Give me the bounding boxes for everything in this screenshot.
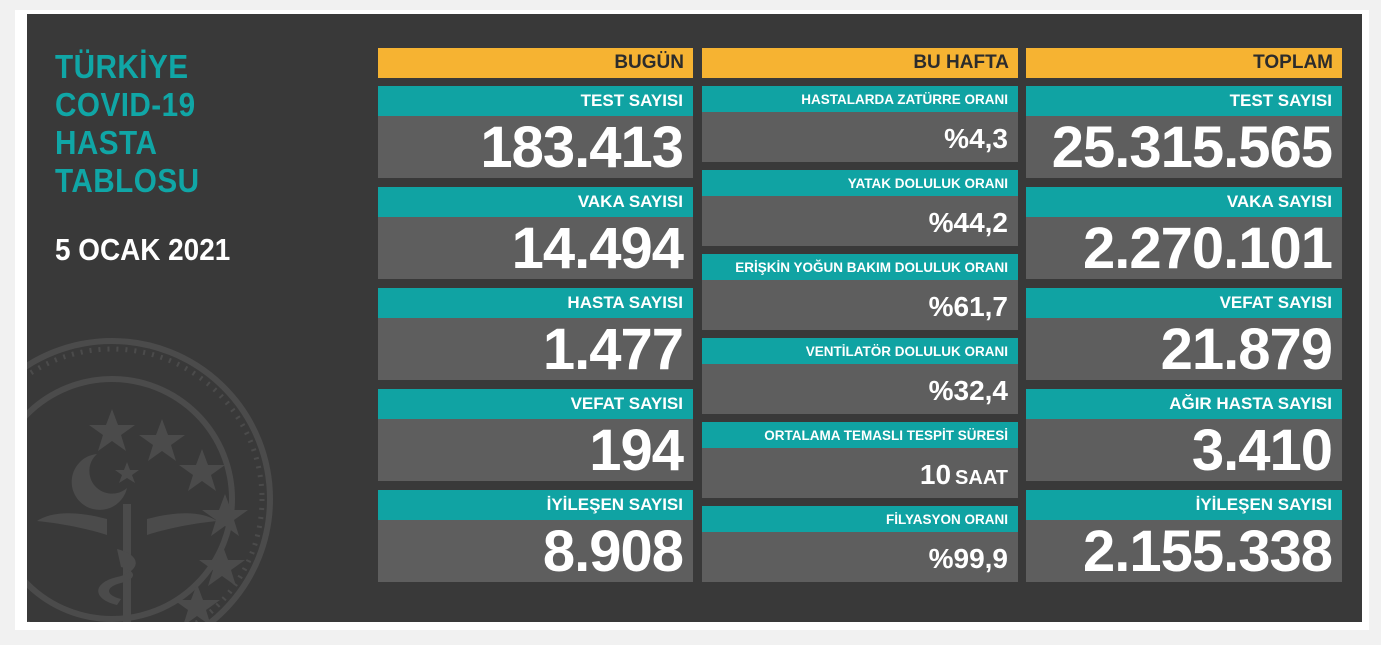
- week-contact-value: 10 SAAT: [702, 448, 1018, 498]
- week-pneumonia-number: %4,3: [944, 123, 1008, 154]
- total-case-value: 2.270.101: [1082, 216, 1333, 281]
- today-column: BUGÜN TEST SAYISI 183.413 VAKA SAYISI 14…: [378, 48, 693, 584]
- total-severe-value: 3.410: [1191, 418, 1333, 483]
- total-test-value: 25.315.565: [1051, 115, 1333, 180]
- week-contact-unit: SAAT: [955, 467, 1008, 489]
- week-bed-value: %44,2: [702, 196, 1018, 246]
- week-contact-label: ORTALAMA TEMASLI TESPİT SÜRESİ: [702, 422, 1018, 448]
- week-bed-number: %44,2: [928, 207, 1008, 238]
- today-death-card: VEFAT SAYISI 194: [378, 389, 693, 483]
- today-recovered-card: İYİLEŞEN SAYISI 8.908: [378, 490, 693, 584]
- today-header: BUGÜN: [378, 48, 693, 78]
- today-death-value: 194: [589, 418, 684, 483]
- total-test-card: TEST SAYISI 25.315.565: [1026, 86, 1342, 180]
- week-pneumonia-label: HASTALARDA ZATÜRRE ORANI: [702, 86, 1018, 112]
- week-icu-value: %61,7: [702, 280, 1018, 330]
- title-line: HASTA: [55, 124, 158, 161]
- total-death-value: 21.879: [1160, 317, 1333, 382]
- week-icu-card: ERİŞKİN YOĞUN BAKIM DOLULUK ORANI %61,7: [702, 254, 1018, 330]
- total-column: TOPLAM TEST SAYISI 25.315.565 VAKA SAYIS…: [1026, 48, 1342, 584]
- total-death-label: VEFAT SAYISI: [1026, 288, 1342, 318]
- week-header: BU HAFTA: [702, 48, 1018, 78]
- total-header: TOPLAM: [1026, 48, 1342, 78]
- week-icu-number: %61,7: [928, 291, 1008, 322]
- today-case-value: 14.494: [511, 216, 684, 281]
- week-filiation-label: FİLYASYON ORANI: [702, 506, 1018, 532]
- total-test-label: TEST SAYISI: [1026, 86, 1342, 116]
- week-contact-card: ORTALAMA TEMASLI TESPİT SÜRESİ 10 SAAT: [702, 422, 1018, 498]
- total-recovered-label: İYİLEŞEN SAYISI: [1026, 490, 1342, 520]
- week-pneumonia-value: %4,3: [702, 112, 1018, 162]
- week-contact-number: 10: [919, 459, 952, 490]
- today-test-label: TEST SAYISI: [378, 86, 693, 116]
- ministry-emblem-icon: [27, 338, 273, 622]
- week-ventilator-card: VENTİLATÖR DOLULUK ORANI %32,4: [702, 338, 1018, 414]
- today-patient-card: HASTA SAYISI 1.477: [378, 288, 693, 382]
- week-bed-card: YATAK DOLULUK ORANI %44,2: [702, 170, 1018, 246]
- week-ventilator-number: %32,4: [928, 375, 1008, 406]
- today-recovered-value: 8.908: [542, 519, 684, 584]
- week-bed-label: YATAK DOLULUK ORANI: [702, 170, 1018, 196]
- page-title: TÜRKİYE COVID-19 HASTA TABLOSU: [55, 48, 199, 200]
- week-ventilator-label: VENTİLATÖR DOLULUK ORANI: [702, 338, 1018, 364]
- total-severe-card: AĞIR HASTA SAYISI 3.410: [1026, 389, 1342, 483]
- total-death-card: VEFAT SAYISI 21.879: [1026, 288, 1342, 382]
- report-date: 5 OCAK 2021: [55, 232, 231, 267]
- week-icu-label: ERİŞKİN YOĞUN BAKIM DOLULUK ORANI: [702, 254, 1018, 280]
- title-line: COVID-19: [55, 86, 196, 123]
- total-case-card: VAKA SAYISI 2.270.101: [1026, 187, 1342, 281]
- title-line: TABLOSU: [55, 162, 200, 199]
- total-severe-label: AĞIR HASTA SAYISI: [1026, 389, 1342, 419]
- today-test-card: TEST SAYISI 183.413: [378, 86, 693, 180]
- today-case-card: VAKA SAYISI 14.494: [378, 187, 693, 281]
- today-patient-label: HASTA SAYISI: [378, 288, 693, 318]
- today-death-label: VEFAT SAYISI: [378, 389, 693, 419]
- week-column: BU HAFTA HASTALARDA ZATÜRRE ORANI %4,3 Y…: [702, 48, 1018, 582]
- today-case-label: VAKA SAYISI: [378, 187, 693, 217]
- today-recovered-label: İYİLEŞEN SAYISI: [378, 490, 693, 520]
- total-recovered-value: 2.155.338: [1082, 519, 1333, 584]
- total-recovered-card: İYİLEŞEN SAYISI 2.155.338: [1026, 490, 1342, 584]
- week-filiation-card: FİLYASYON ORANI %99,9: [702, 506, 1018, 582]
- week-filiation-value: %99,9: [702, 532, 1018, 582]
- week-pneumonia-card: HASTALARDA ZATÜRRE ORANI %4,3: [702, 86, 1018, 162]
- today-test-value: 183.413: [480, 115, 684, 180]
- today-patient-value: 1.477: [542, 317, 684, 382]
- title-line: TÜRKİYE: [55, 48, 189, 85]
- total-case-label: VAKA SAYISI: [1026, 187, 1342, 217]
- week-filiation-number: %99,9: [928, 543, 1008, 574]
- covid-table-panel: TÜRKİYE COVID-19 HASTA TABLOSU 5 OCAK 20…: [27, 14, 1362, 622]
- week-ventilator-value: %32,4: [702, 364, 1018, 414]
